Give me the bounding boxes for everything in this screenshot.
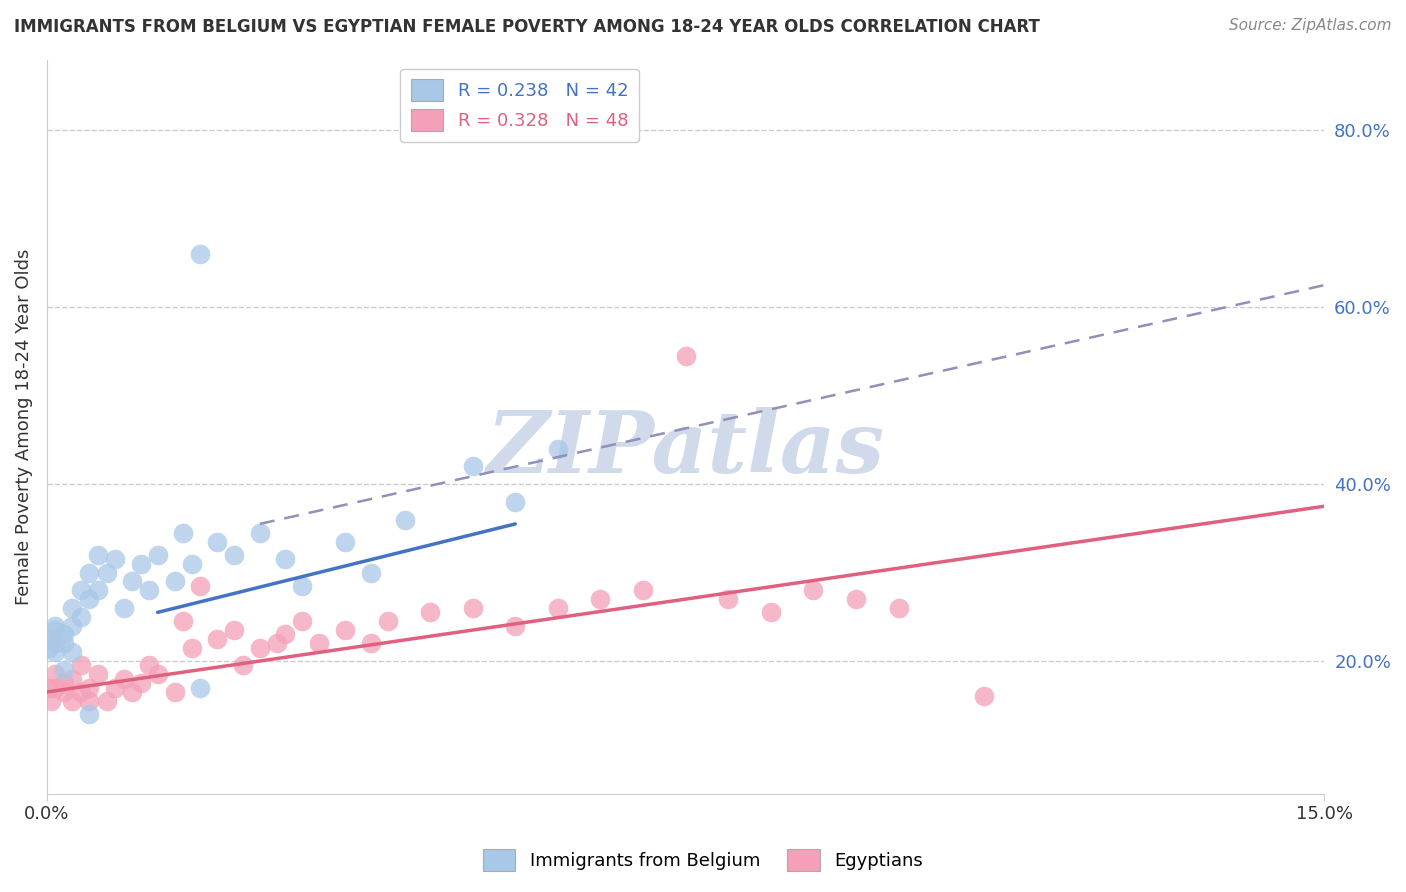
Point	[79, 707, 101, 722]
Point	[205, 534, 228, 549]
Point	[38, 640, 60, 655]
Point	[52, 663, 75, 677]
Point	[79, 592, 101, 607]
Point	[547, 442, 569, 456]
Point	[291, 579, 314, 593]
Point	[360, 636, 382, 650]
Point	[675, 349, 697, 363]
Point	[52, 636, 75, 650]
Point	[62, 645, 84, 659]
Point	[104, 681, 127, 695]
Point	[803, 583, 825, 598]
Point	[461, 459, 484, 474]
Point	[274, 627, 297, 641]
Legend: R = 0.238   N = 42, R = 0.328   N = 48: R = 0.238 N = 42, R = 0.328 N = 48	[399, 69, 640, 142]
Point	[70, 685, 93, 699]
Point	[121, 574, 143, 589]
Point	[333, 623, 356, 637]
Point	[547, 601, 569, 615]
Point	[224, 548, 246, 562]
Point	[52, 676, 75, 690]
Point	[188, 681, 211, 695]
Point	[333, 534, 356, 549]
Point	[44, 623, 66, 637]
Point	[224, 623, 246, 637]
Point	[138, 583, 160, 598]
Point	[631, 583, 654, 598]
Point	[188, 247, 211, 261]
Point	[52, 627, 75, 641]
Point	[172, 614, 194, 628]
Point	[505, 495, 527, 509]
Point	[121, 685, 143, 699]
Point	[232, 658, 254, 673]
Point	[205, 632, 228, 646]
Point	[291, 614, 314, 628]
Text: ZIPatlas: ZIPatlas	[486, 407, 884, 491]
Point	[146, 548, 169, 562]
Point	[79, 694, 101, 708]
Point	[188, 579, 211, 593]
Point	[360, 566, 382, 580]
Point	[845, 592, 868, 607]
Point	[62, 601, 84, 615]
Point	[112, 672, 135, 686]
Point	[112, 601, 135, 615]
Point	[887, 601, 910, 615]
Point	[163, 574, 186, 589]
Point	[377, 614, 399, 628]
Point	[129, 557, 152, 571]
Point	[96, 694, 118, 708]
Point	[973, 690, 995, 704]
Point	[163, 685, 186, 699]
Point	[62, 672, 84, 686]
Point	[266, 636, 288, 650]
Point	[759, 606, 782, 620]
Point	[505, 618, 527, 632]
Point	[172, 525, 194, 540]
Point	[146, 667, 169, 681]
Point	[39, 694, 62, 708]
Point	[589, 592, 612, 607]
Point	[249, 640, 271, 655]
Text: IMMIGRANTS FROM BELGIUM VS EGYPTIAN FEMALE POVERTY AMONG 18-24 YEAR OLDS CORRELA: IMMIGRANTS FROM BELGIUM VS EGYPTIAN FEMA…	[14, 18, 1040, 36]
Point	[87, 583, 110, 598]
Point	[87, 667, 110, 681]
Point	[62, 694, 84, 708]
Point	[96, 566, 118, 580]
Point	[70, 609, 93, 624]
Legend: Immigrants from Belgium, Egyptians: Immigrants from Belgium, Egyptians	[475, 842, 931, 879]
Y-axis label: Female Poverty Among 18-24 Year Olds: Female Poverty Among 18-24 Year Olds	[15, 249, 32, 605]
Point	[394, 512, 416, 526]
Point	[39, 632, 62, 646]
Point	[274, 552, 297, 566]
Point	[70, 583, 93, 598]
Point	[44, 667, 66, 681]
Point	[44, 618, 66, 632]
Point	[62, 618, 84, 632]
Point	[138, 658, 160, 673]
Point	[44, 645, 66, 659]
Point	[249, 525, 271, 540]
Point	[44, 681, 66, 695]
Point	[308, 636, 330, 650]
Text: Source: ZipAtlas.com: Source: ZipAtlas.com	[1229, 18, 1392, 33]
Point	[104, 552, 127, 566]
Point	[79, 566, 101, 580]
Point	[461, 601, 484, 615]
Point	[38, 681, 60, 695]
Point	[79, 681, 101, 695]
Point	[70, 658, 93, 673]
Point	[419, 606, 441, 620]
Point	[87, 548, 110, 562]
Point	[180, 557, 202, 571]
Point	[129, 676, 152, 690]
Point	[52, 685, 75, 699]
Point	[180, 640, 202, 655]
Point	[44, 636, 66, 650]
Point	[717, 592, 740, 607]
